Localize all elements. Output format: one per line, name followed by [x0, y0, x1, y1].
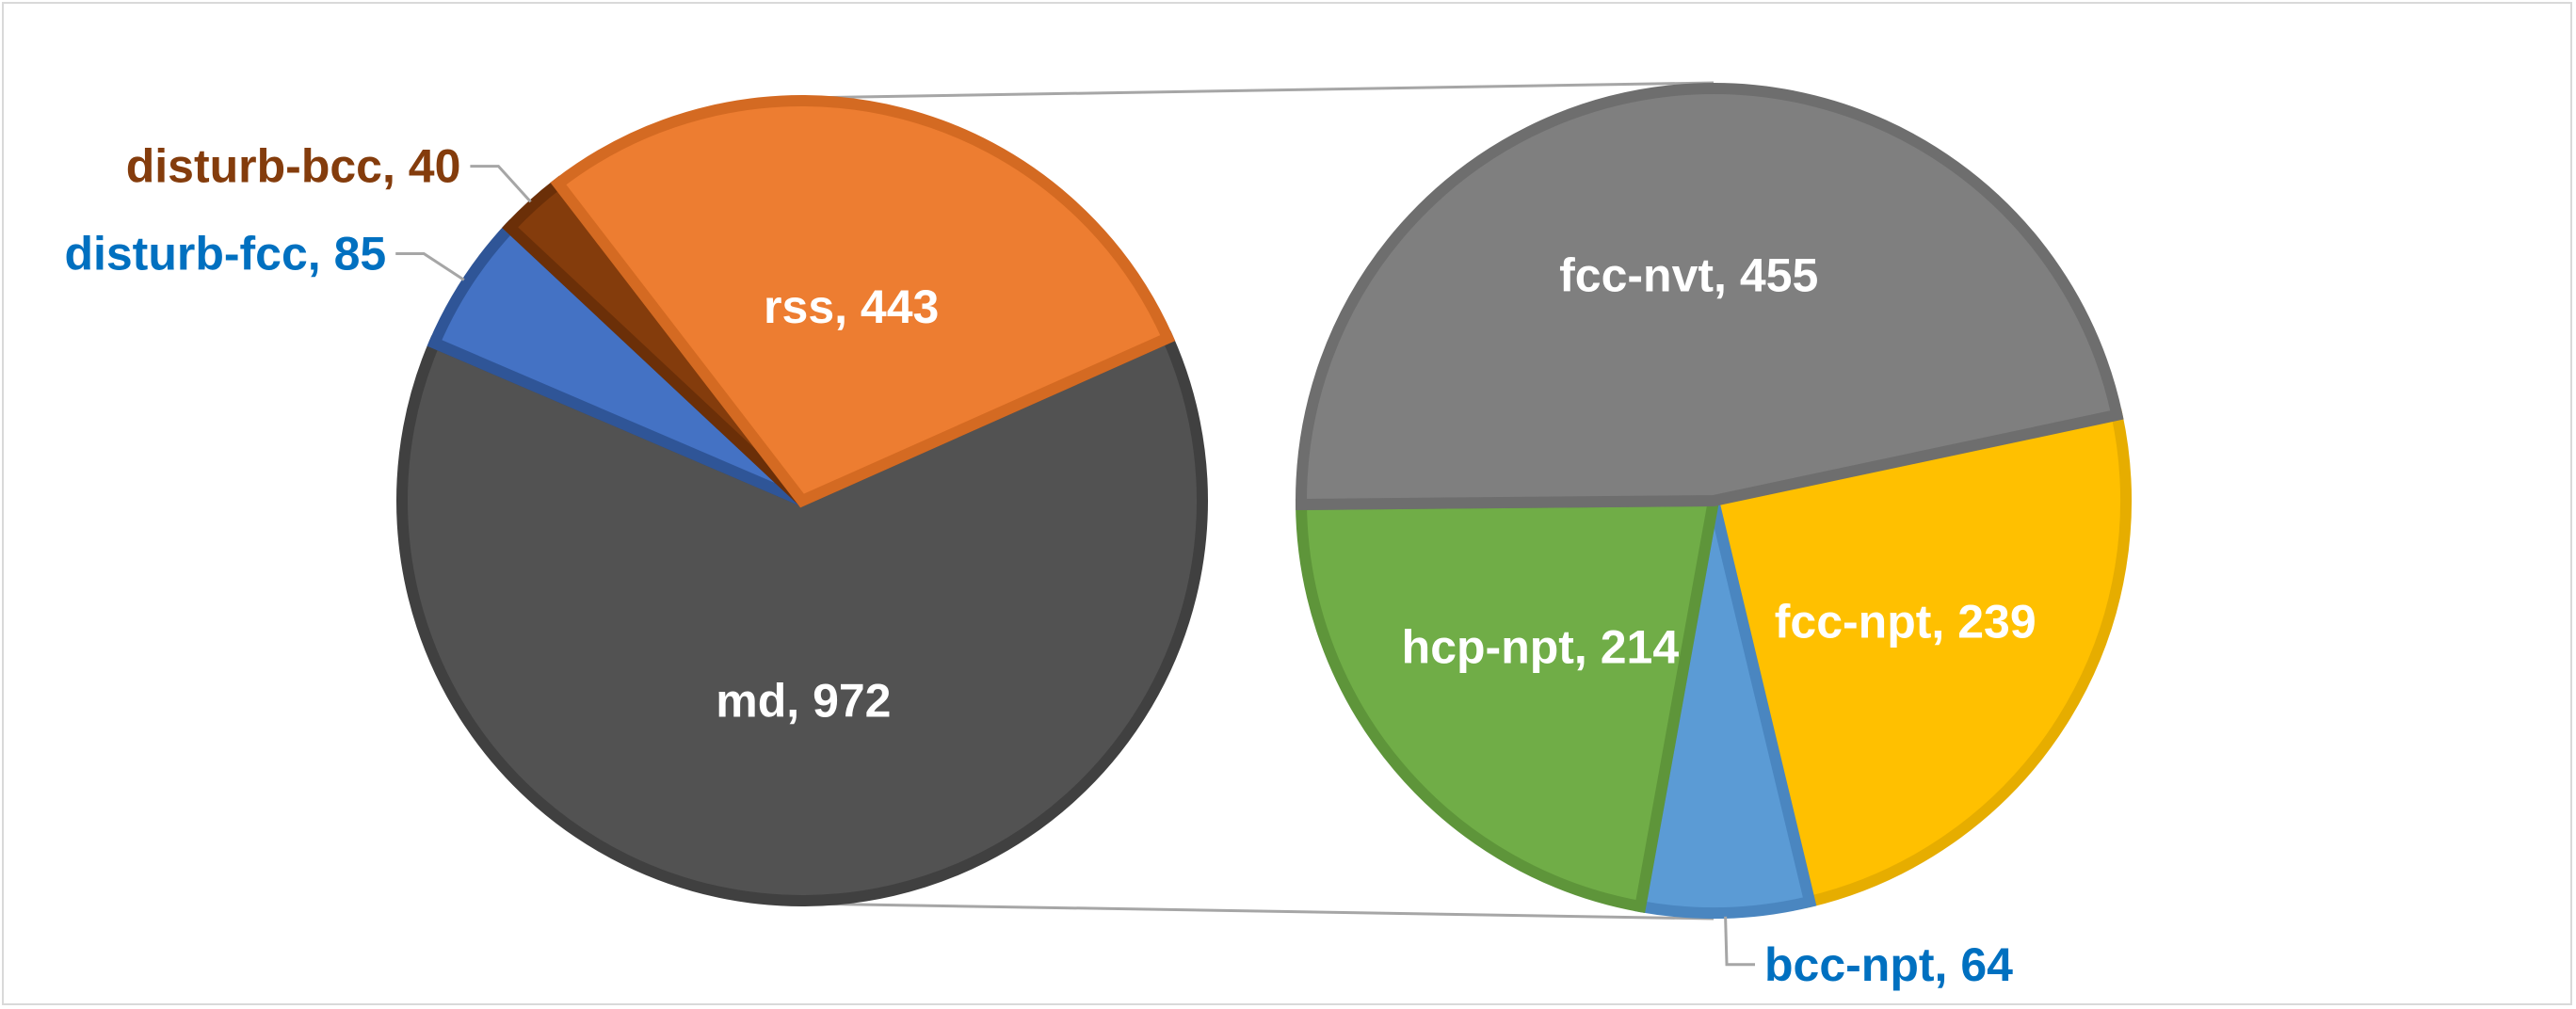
connector-line-top: [801, 81, 1715, 100]
secondary-slice-fcc-npt: [1706, 408, 2132, 909]
secondary-pie: [1295, 83, 2132, 919]
secondary-slice-hcp-npt: [1295, 494, 1721, 914]
label-hcp-npt: hcp-npt, 214: [1402, 620, 1680, 673]
label-disturb-bcc: disturb-bcc, 40: [126, 140, 461, 193]
label-fcc-npt: fcc-npt, 239: [1775, 596, 2037, 649]
secondary-slice-bcc-npt: [1634, 499, 1817, 919]
secondary-slice-fcc-nvt: [1296, 83, 2124, 511]
leader-line-disturb-bcc: [470, 165, 532, 203]
primary-slice-md: [396, 330, 1208, 906]
label-fcc-nvt: fcc-nvt, 455: [1559, 249, 1818, 302]
data-labels: md, 972 disturb-fcc, 85 disturb-bcc, 40 rss…: [64, 140, 2036, 991]
leader-lines: [395, 165, 1755, 967]
primary-slice-rss: [550, 95, 1176, 508]
label-bcc-npt: bcc-npt, 64: [1764, 938, 2013, 991]
leader-line-bcc-npt: [1724, 916, 1755, 967]
label-md: md, 972: [716, 675, 891, 728]
label-disturb-fcc: disturb-fcc, 85: [64, 228, 386, 280]
primary-pie: [396, 95, 1208, 906]
connector-lines: [801, 81, 1715, 921]
leader-line-disturb-fcc: [395, 252, 465, 281]
label-rss: rss, 443: [764, 280, 939, 333]
connector-line-bottom: [801, 902, 1715, 921]
